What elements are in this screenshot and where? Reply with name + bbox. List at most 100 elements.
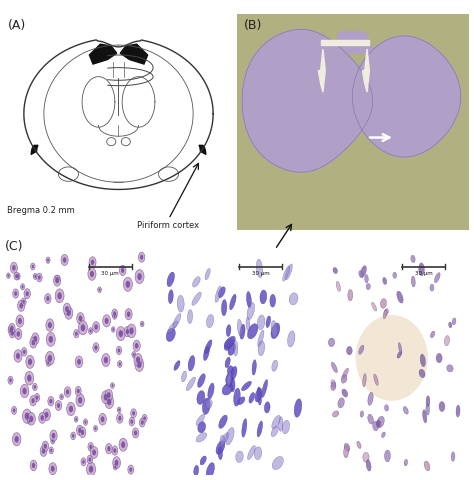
Circle shape [125,309,132,320]
Circle shape [48,336,53,343]
Circle shape [102,353,110,367]
Circle shape [32,333,39,345]
Circle shape [88,268,96,280]
Circle shape [111,384,113,387]
Ellipse shape [341,375,347,383]
Circle shape [63,303,71,315]
Circle shape [94,345,98,350]
Ellipse shape [271,426,278,437]
Circle shape [75,418,77,421]
Ellipse shape [198,421,206,433]
Circle shape [56,277,58,280]
Circle shape [26,291,29,296]
Circle shape [29,416,33,422]
Circle shape [8,274,9,277]
Circle shape [31,263,35,270]
Ellipse shape [420,354,425,367]
Circle shape [76,425,83,435]
Ellipse shape [360,411,364,417]
Circle shape [10,326,14,331]
Ellipse shape [182,371,187,382]
Circle shape [132,428,139,438]
Circle shape [30,337,36,348]
Circle shape [77,312,84,324]
Ellipse shape [258,330,264,347]
Ellipse shape [328,338,335,347]
Circle shape [46,319,54,331]
Circle shape [135,343,138,348]
Circle shape [15,274,18,278]
Circle shape [104,357,108,363]
Circle shape [81,324,85,331]
Ellipse shape [430,331,435,338]
Circle shape [119,438,128,451]
Circle shape [51,438,55,444]
Circle shape [105,389,112,401]
Ellipse shape [224,336,235,348]
Ellipse shape [186,377,195,391]
Circle shape [74,417,78,422]
Circle shape [132,351,136,358]
Circle shape [77,359,81,365]
Circle shape [32,265,34,268]
Ellipse shape [344,446,348,458]
Polygon shape [352,36,461,157]
Ellipse shape [451,452,455,461]
Ellipse shape [270,294,275,307]
Ellipse shape [167,272,174,287]
Ellipse shape [257,387,262,405]
Circle shape [113,311,116,316]
Circle shape [10,262,18,273]
Circle shape [67,402,75,416]
Circle shape [27,419,31,424]
Circle shape [75,356,83,368]
Circle shape [50,449,53,452]
Circle shape [30,460,37,471]
Circle shape [17,275,19,278]
Circle shape [12,265,16,271]
Circle shape [50,430,57,442]
Circle shape [18,300,25,312]
Circle shape [7,273,10,278]
Circle shape [118,330,123,337]
Circle shape [105,395,114,408]
Circle shape [116,346,122,355]
Circle shape [61,254,68,265]
Circle shape [46,351,55,365]
Ellipse shape [224,338,234,350]
Circle shape [103,315,110,327]
Circle shape [78,428,82,433]
Circle shape [45,412,48,418]
Circle shape [19,303,23,309]
Ellipse shape [282,420,290,434]
Ellipse shape [200,456,206,465]
Circle shape [14,272,19,280]
Circle shape [16,353,20,359]
Ellipse shape [207,314,214,328]
Circle shape [13,408,15,412]
Ellipse shape [196,414,205,425]
Ellipse shape [404,459,408,466]
Ellipse shape [272,456,283,469]
Polygon shape [199,145,206,155]
Circle shape [25,372,34,385]
Circle shape [99,288,100,291]
Circle shape [24,288,30,299]
Ellipse shape [257,421,263,437]
Circle shape [112,328,114,331]
Circle shape [73,329,79,338]
Circle shape [118,360,122,368]
Circle shape [130,420,133,424]
Ellipse shape [205,268,210,280]
Circle shape [95,427,97,430]
Ellipse shape [363,373,366,387]
Circle shape [55,289,64,303]
Circle shape [71,432,76,440]
Ellipse shape [333,267,337,274]
Circle shape [92,449,96,456]
Circle shape [118,408,120,411]
Circle shape [42,441,48,451]
Ellipse shape [337,281,340,291]
Polygon shape [31,145,38,155]
Ellipse shape [285,264,292,280]
